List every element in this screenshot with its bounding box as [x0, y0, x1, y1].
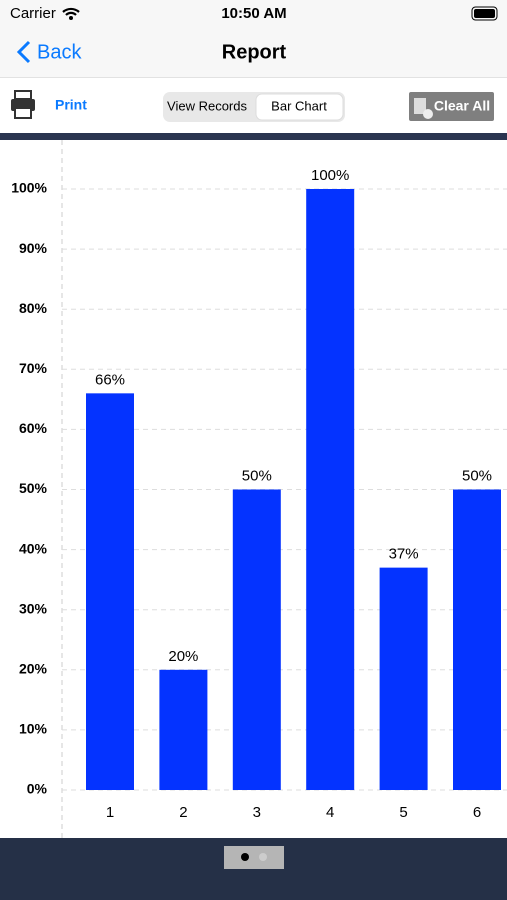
- x-tick-label: 4: [326, 804, 334, 821]
- nav-title: Report: [222, 41, 287, 63]
- x-tick-label: 1: [106, 804, 114, 821]
- y-tick-label: 100%: [11, 180, 47, 196]
- y-tick-label: 20%: [19, 661, 48, 677]
- bar: [453, 489, 501, 790]
- print-button[interactable]: Print: [55, 97, 87, 113]
- value-label: 50%: [462, 467, 492, 484]
- bar: [379, 567, 428, 790]
- trash-x: [423, 109, 433, 119]
- printer-icon[interactable]: [11, 90, 35, 119]
- clear-all-label[interactable]: Clear All: [434, 98, 490, 114]
- value-label: 66%: [95, 371, 125, 388]
- y-tick-label: 0%: [27, 781, 48, 797]
- page-indicator: [224, 846, 284, 869]
- y-tick-label: 40%: [19, 540, 48, 556]
- carrier: Carrier: [10, 5, 56, 22]
- segment-view-records[interactable]: View Records: [167, 98, 247, 113]
- value-label: 20%: [168, 648, 198, 665]
- battery-level: [474, 9, 495, 18]
- page-dot: [259, 853, 267, 861]
- value-label: 37%: [389, 546, 419, 563]
- x-tick-label: 2: [179, 804, 187, 821]
- bar: [159, 669, 208, 790]
- bar: [306, 189, 355, 790]
- wifi-icon: [62, 7, 80, 16]
- back-button[interactable]: Back: [37, 41, 82, 63]
- x-tick-label: 6: [473, 804, 481, 821]
- value-label: 50%: [242, 467, 272, 484]
- back-chevron[interactable]: [16, 40, 31, 64]
- bar: [86, 393, 134, 790]
- trash-icon: [414, 98, 426, 114]
- segment-bar-chart[interactable]: Bar Chart: [271, 98, 327, 113]
- y-tick-label: 60%: [19, 420, 48, 436]
- y-tick-label: 10%: [19, 721, 48, 737]
- top-bar-bg: [0, 0, 507, 78]
- clock: 10:50 AM: [221, 5, 286, 22]
- x-tick-label: 5: [399, 804, 407, 821]
- battery: [471, 6, 498, 21]
- y-tick-label: 30%: [19, 600, 48, 616]
- chart: 0% 10% 20% 30% 40% 50% 60% 70% 80% 90% 100% 1 66% 2 20…: [11, 167, 507, 821]
- page-dot-active: [241, 853, 249, 861]
- header-rule: [0, 133, 507, 140]
- segment-selected: [255, 93, 344, 121]
- bar: [232, 489, 281, 790]
- x-tick-label: 3: [253, 804, 261, 821]
- y-tick-label: 50%: [19, 480, 48, 496]
- wifi-dot: [69, 16, 73, 20]
- y-tick-label: 80%: [19, 300, 48, 316]
- value-label: 100%: [311, 167, 349, 184]
- y-tick-label: 90%: [19, 240, 48, 256]
- y-tick-label: 70%: [19, 360, 48, 376]
